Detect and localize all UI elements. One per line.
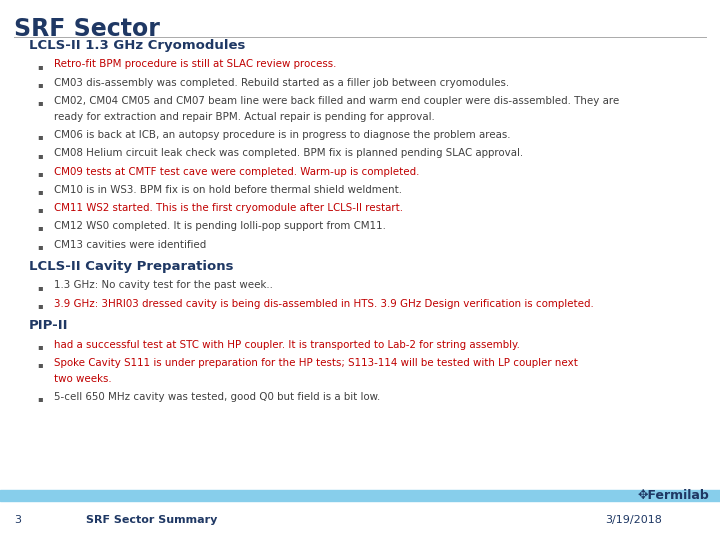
Text: ▪: ▪ — [37, 132, 42, 141]
Text: 3.9 GHz: 3HRI03 dressed cavity is being dis-assembled in HTS. 3.9 GHz Design ver: 3.9 GHz: 3HRI03 dressed cavity is being … — [54, 299, 594, 309]
Text: ▪: ▪ — [37, 151, 42, 159]
Text: ▪: ▪ — [37, 80, 42, 89]
Text: ▪: ▪ — [37, 62, 42, 71]
Text: ▪: ▪ — [37, 242, 42, 251]
Text: LCLS-II 1.3 GHz Cryomodules: LCLS-II 1.3 GHz Cryomodules — [29, 39, 246, 52]
Text: two weeks.: two weeks. — [54, 374, 112, 384]
Text: ▪: ▪ — [37, 394, 42, 403]
Text: CM03 dis-assembly was completed. Rebuild started as a filler job between cryomod: CM03 dis-assembly was completed. Rebuild… — [54, 78, 509, 87]
Text: 1.3 GHz: No cavity test for the past week..: 1.3 GHz: No cavity test for the past wee… — [54, 280, 273, 291]
Text: ▪: ▪ — [37, 301, 42, 310]
Text: ▪: ▪ — [37, 187, 42, 196]
Text: Spoke Cavity S111 is under preparation for the HP tests; S113-114 will be tested: Spoke Cavity S111 is under preparation f… — [54, 358, 578, 368]
Text: ▪: ▪ — [37, 169, 42, 178]
Text: LCLS-II Cavity Preparations: LCLS-II Cavity Preparations — [29, 260, 233, 273]
Text: 5-cell 650 MHz cavity was tested, good Q0 but field is a bit low.: 5-cell 650 MHz cavity was tested, good Q… — [54, 392, 380, 402]
Text: CM08 Helium circuit leak check was completed. BPM fix is planned pending SLAC ap: CM08 Helium circuit leak check was compl… — [54, 148, 523, 158]
Text: Retro-fit BPM procedure is still at SLAC review process.: Retro-fit BPM procedure is still at SLAC… — [54, 59, 336, 70]
Text: ✥Fermilab: ✥Fermilab — [637, 489, 709, 502]
Text: ▪: ▪ — [37, 282, 42, 292]
Text: PIP-II: PIP-II — [29, 319, 68, 332]
Text: ready for extraction and repair BPM. Actual repair is pending for approval.: ready for extraction and repair BPM. Act… — [54, 112, 435, 122]
Text: CM10 is in WS3. BPM fix is on hold before thermal shield weldment.: CM10 is in WS3. BPM fix is on hold befor… — [54, 185, 402, 195]
Text: CM13 cavities were identified: CM13 cavities were identified — [54, 240, 206, 249]
Text: SRF Sector Summary: SRF Sector Summary — [86, 515, 217, 525]
Text: ▪: ▪ — [37, 360, 42, 369]
Text: CM09 tests at CMTF test cave were completed. Warm-up is completed.: CM09 tests at CMTF test cave were comple… — [54, 167, 419, 177]
Bar — [0, 490, 720, 501]
Text: had a successful test at STC with HP coupler. It is transported to Lab-2 for str: had a successful test at STC with HP cou… — [54, 340, 520, 349]
Text: CM11 WS2 started. This is the first cryomodule after LCLS-II restart.: CM11 WS2 started. This is the first cryo… — [54, 203, 403, 213]
Text: CM06 is back at ICB, an autopsy procedure is in progress to diagnose the problem: CM06 is back at ICB, an autopsy procedur… — [54, 130, 510, 140]
Text: 3/19/2018: 3/19/2018 — [605, 515, 662, 525]
Text: SRF Sector: SRF Sector — [14, 17, 161, 41]
Text: CM12 WS0 completed. It is pending lolli-pop support from CM11.: CM12 WS0 completed. It is pending lolli-… — [54, 221, 386, 231]
Text: ▪: ▪ — [37, 205, 42, 214]
Text: 3: 3 — [14, 515, 22, 525]
Text: ▪: ▪ — [37, 98, 42, 107]
Text: ▪: ▪ — [37, 224, 42, 233]
Text: ▪: ▪ — [37, 342, 42, 351]
Text: CM02, CM04 CM05 and CM07 beam line were back filled and warm end coupler were di: CM02, CM04 CM05 and CM07 beam line were … — [54, 96, 619, 106]
